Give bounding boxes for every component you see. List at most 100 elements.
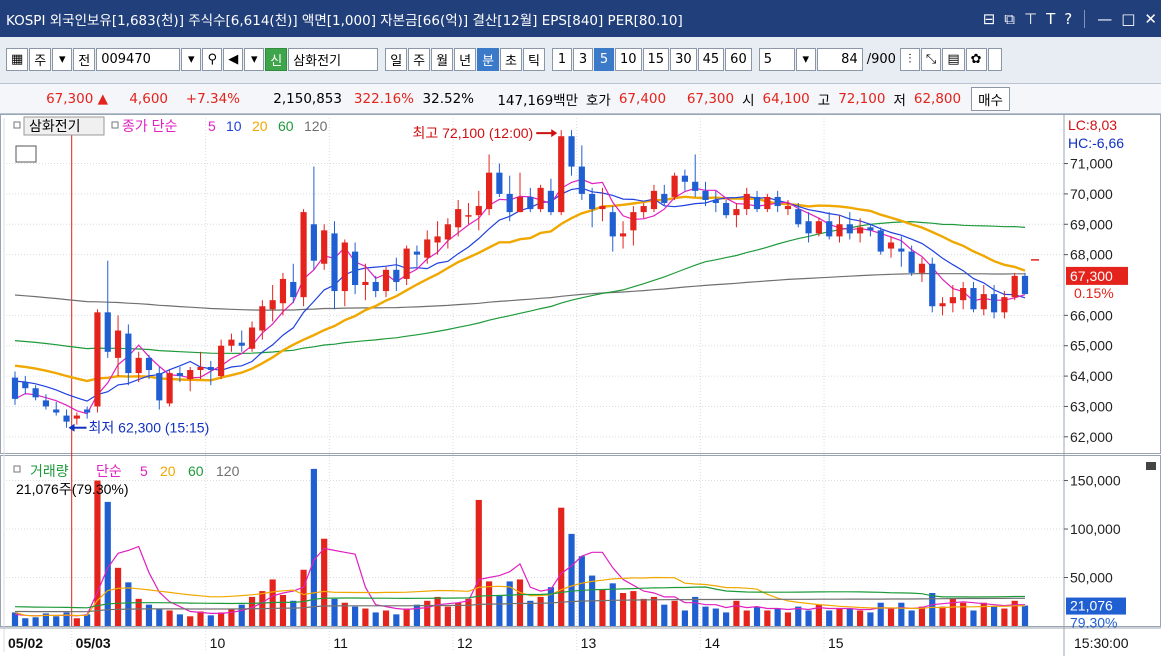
buy-button[interactable]: 매수 [971,86,1010,111]
font-icon[interactable]: T [1046,9,1056,28]
count-input[interactable]: 84 [816,47,863,71]
volume-bar [516,579,524,626]
volume-ma20-line [14,576,1026,617]
volume-legend-name: 거래량 [30,463,69,479]
speaker-dropdown-icon[interactable]: ▾ [244,47,265,71]
volume-bar [558,507,565,626]
price-tick-label: 65,000 [1070,338,1113,354]
volume-bar [434,596,441,626]
settings-gear-icon[interactable]: ✿ [965,47,987,71]
volume-bar [949,598,956,626]
interval-input[interactable]: 5 [758,47,795,71]
volume-bar [671,600,678,626]
volume-bar [527,600,534,626]
draw-tool-icon[interactable]: ⤡ [920,47,942,71]
candle-body [537,187,544,210]
high-annotation: 최고 72,100 (12:00) [413,125,534,141]
volume-bar [547,587,555,626]
candle-body [218,345,225,377]
volume-tick-label: 150,000 [1070,473,1121,489]
volume-bar [805,610,812,626]
candle-body [640,206,647,213]
interval-45[interactable]: 45 [697,47,725,71]
code-dropdown-icon[interactable]: ▾ [181,47,202,71]
period-week[interactable]: 주 [408,47,431,71]
all-button[interactable]: 전 [73,47,96,71]
stock-name-field[interactable]: 삼화전기 [288,47,379,71]
pin-icon[interactable]: ⊤ [1024,9,1038,28]
legend-period-10: 10 [226,118,242,134]
market-dropdown-icon[interactable]: ▾ [52,47,73,71]
candle-body [547,190,555,213]
candle-body [619,233,627,237]
open-price: 64,100 [762,90,810,107]
candle-body [826,221,833,237]
volume-bar [475,499,482,626]
volume-bar [1001,608,1008,626]
candle-body [836,224,843,237]
volume-bar [300,569,307,626]
period-year[interactable]: 년 [454,47,477,71]
low-annotation: 최저 62,300 (15:15) [89,420,210,436]
interval-15[interactable]: 15 [642,47,670,71]
volume-bar [156,608,163,626]
current-price-tag-bg [1066,266,1128,285]
help-icon[interactable]: ? [1064,9,1073,28]
candle-body [114,330,122,358]
volume-bar [836,608,843,626]
maximize-icon[interactable]: □ [1121,9,1136,28]
interval-10[interactable]: 10 [614,47,642,71]
interval-5[interactable]: 5 [593,47,614,71]
speaker-icon[interactable]: ◀ [223,47,244,71]
candle-body [372,281,379,292]
volume-ratio-1: 322.16% [353,90,414,107]
ma60-line [14,220,1026,355]
candle-body [764,196,771,210]
interval-3[interactable]: 3 [572,47,593,71]
volume-bar [53,616,60,626]
save-icon[interactable]: ▤ [942,47,965,71]
candle-body [187,370,194,380]
period-second[interactable]: 초 [500,47,523,71]
interval-30[interactable]: 30 [670,47,697,71]
stock-code-input[interactable]: 009470 [96,47,181,71]
ma20-line [14,195,1026,383]
volume-bar [444,606,451,626]
restore-icon[interactable]: ⊟ [982,9,996,28]
candle-body [867,227,874,231]
period-day[interactable]: 일 [385,47,408,71]
option-checkbox[interactable] [987,47,1002,71]
candle-body [125,333,132,374]
candle-body [743,193,750,210]
lc-label: LC:8,03 [1068,117,1117,133]
interval-60[interactable]: 60 [725,47,752,71]
hc-label: HC:-6,66 [1068,135,1124,151]
candle-body [846,224,853,234]
interval-dropdown-icon[interactable]: ▾ [795,47,816,71]
period-tick[interactable]: 틱 [523,47,545,71]
candle-body [753,196,761,210]
candle-body [650,190,658,210]
stock-chart[interactable]: 71,000 70,000 69,000 68,000 66,000 65,000 64,0… [0,114,1161,658]
layout-icon[interactable]: ▦ [6,47,29,71]
time-label: 15:30:00 [1074,635,1129,651]
volume-bar [176,614,183,626]
interval-1[interactable]: 1 [551,47,572,71]
volume-bar [692,596,699,626]
candle-body [290,281,297,298]
search-icon[interactable]: ⚲ [202,47,223,71]
minimize-icon[interactable]: — [1097,9,1113,28]
close-icon[interactable]: ✕ [1144,9,1157,28]
candle-body [960,288,967,301]
volume-bar [145,604,153,626]
cascade-icon[interactable]: ⧉ [1004,9,1016,28]
period-month[interactable]: 월 [431,47,454,71]
market-select[interactable]: 주 [29,47,52,71]
volume-bar [774,608,781,626]
period-minute[interactable]: 분 [477,47,500,71]
title-bar: KOSPI 외국인보유[1,683(천)] 주식수[6,614(천)] 액면[1… [0,0,1161,37]
volume-bar [599,589,606,626]
candle-type-icon[interactable]: ⫶ [899,47,920,71]
candle-body [331,233,338,292]
volume-bar [619,593,627,626]
